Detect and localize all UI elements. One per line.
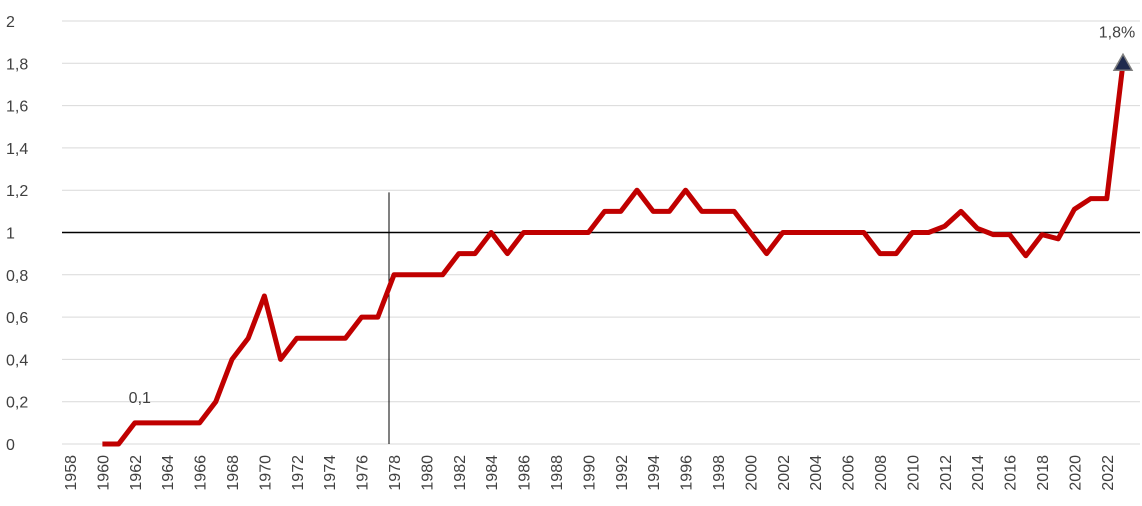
x-tick-label: 1982	[452, 455, 469, 491]
x-tick-label: 1970	[257, 455, 274, 491]
x-tick-label: 2010	[905, 455, 922, 491]
x-tick-label: 1984	[484, 455, 501, 491]
y-tick-label: 1	[6, 226, 15, 243]
y-tick-label: 0,6	[6, 310, 28, 327]
x-tick-label: 2018	[1035, 455, 1052, 491]
x-tick-label: 2004	[808, 455, 825, 491]
x-tick-label: 1976	[355, 455, 372, 491]
data-line	[102, 63, 1126, 447]
x-tick-label: 2020	[1067, 455, 1084, 491]
x-tick-label: 1972	[290, 455, 307, 491]
y-tick-label: 1,8	[6, 56, 28, 73]
x-tick-label: 1968	[225, 455, 242, 491]
y-tick-label: 0,2	[6, 395, 28, 412]
end-marker	[1112, 52, 1134, 72]
x-tick-label: 1964	[160, 455, 177, 491]
x-tick-label: 2014	[970, 455, 987, 491]
y-tick-label: 1,2	[6, 183, 28, 200]
x-tick-label: 1980	[419, 455, 436, 491]
x-tick-label: 1962	[128, 455, 145, 491]
x-tick-label: 1994	[646, 455, 663, 491]
x-tick-label: 1978	[387, 455, 404, 491]
y-tick-label: 0,4	[6, 352, 28, 369]
x-tick-label: 2008	[873, 455, 890, 491]
x-tick-label: 1992	[614, 455, 631, 491]
y-tick-label: 1,4	[6, 141, 28, 158]
y-tick-label: 0,8	[6, 268, 28, 285]
y-tick-label: 1,6	[6, 99, 28, 116]
data-label: 0,1	[129, 390, 151, 407]
x-tick-label: 2022	[1100, 455, 1117, 491]
x-tick-label: 1974	[322, 455, 339, 491]
x-tick-label: 1958	[63, 455, 80, 491]
x-tick-label: 2016	[1003, 455, 1020, 491]
x-tick-label: 1986	[517, 455, 534, 491]
x-tick-label: 2012	[938, 455, 955, 491]
data-label: 1,8%	[1099, 24, 1135, 41]
x-tick-label: 2000	[743, 455, 760, 491]
x-tick-label: 1996	[679, 455, 696, 491]
y-tick-label: 2	[6, 14, 15, 31]
x-tick-label: 1988	[549, 455, 566, 491]
y-tick-label: 0	[6, 437, 15, 454]
x-tick-label: 1960	[95, 455, 112, 491]
x-tick-label: 2002	[776, 455, 793, 491]
x-tick-label: 2006	[841, 455, 858, 491]
x-tick-label: 1998	[711, 455, 728, 491]
x-tick-label: 1990	[581, 455, 598, 491]
x-tick-label: 1966	[193, 455, 210, 491]
